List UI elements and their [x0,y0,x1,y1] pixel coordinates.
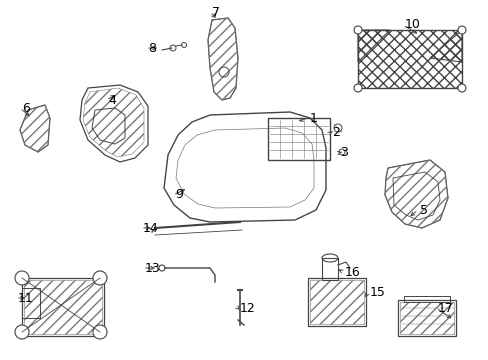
Text: 3: 3 [339,147,347,159]
Text: 6: 6 [22,102,30,114]
Text: 4: 4 [108,94,116,107]
Text: 12: 12 [240,302,255,315]
Text: 17: 17 [437,302,453,315]
Circle shape [93,271,107,285]
Text: 1: 1 [309,112,317,125]
Text: 10: 10 [404,18,420,31]
Circle shape [353,84,361,92]
Bar [22,278,104,336]
Text: 8: 8 [148,41,156,54]
Circle shape [353,26,361,34]
Text: 9: 9 [175,189,183,202]
Bar [22,288,40,318]
Text: 15: 15 [369,285,385,298]
Bar [321,258,337,280]
Bar [267,118,329,160]
Bar [399,302,453,334]
Circle shape [457,84,465,92]
Text: 5: 5 [419,203,427,216]
Text: 14: 14 [142,221,159,234]
Circle shape [15,325,29,339]
Bar [397,300,455,336]
Bar [24,280,102,334]
Circle shape [457,26,465,34]
Text: 16: 16 [345,266,360,279]
Text: 7: 7 [212,5,220,18]
Bar [309,280,363,324]
Bar [403,296,449,302]
Circle shape [93,325,107,339]
Text: 13: 13 [145,261,161,274]
Bar [307,278,365,326]
Text: 2: 2 [331,126,339,139]
Text: 11: 11 [18,292,34,305]
Circle shape [15,271,29,285]
